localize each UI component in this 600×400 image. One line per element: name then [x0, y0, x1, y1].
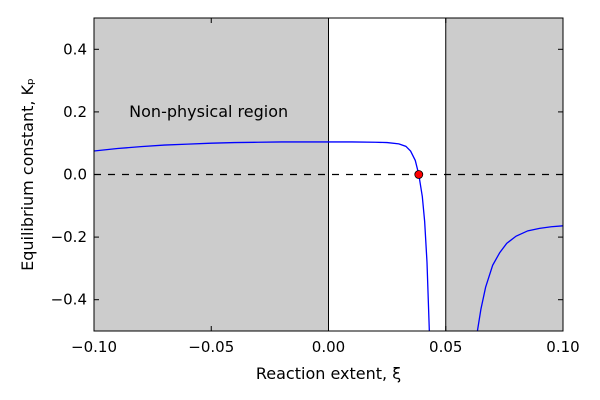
x-tick-label: 0.10	[546, 338, 579, 356]
series-lines	[93, 141, 564, 332]
x-axis-label: Reaction extent, ξ	[256, 364, 401, 383]
series-0-segment-1	[476, 225, 564, 332]
y-tick-label: −0.4	[51, 291, 87, 309]
root-point	[414, 170, 424, 179]
x-tick-label: −0.05	[188, 338, 234, 356]
y-tick-label: 0.0	[63, 166, 87, 184]
y-tick-labels: −0.4 −0.2 0.0 0.2 0.4	[51, 40, 87, 308]
y-tick-label: 0.4	[63, 40, 87, 58]
root-marker	[414, 170, 424, 179]
x-tick-label: −0.10	[71, 338, 117, 356]
y-axis-label: Equilibrium constant, Kₚ	[18, 78, 37, 271]
y-tick-label: 0.2	[63, 103, 87, 121]
x-tick-label: 0.05	[429, 338, 462, 356]
x-tick-labels: −0.10 −0.05 0.00 0.05 0.10	[71, 338, 580, 356]
region-annotation: Non-physical region	[129, 102, 288, 121]
x-tick-label: 0.00	[312, 338, 345, 356]
y-tick-label: −0.2	[51, 228, 87, 246]
series-0-segment-0	[93, 141, 430, 332]
axis-ticks	[93, 18, 564, 331]
